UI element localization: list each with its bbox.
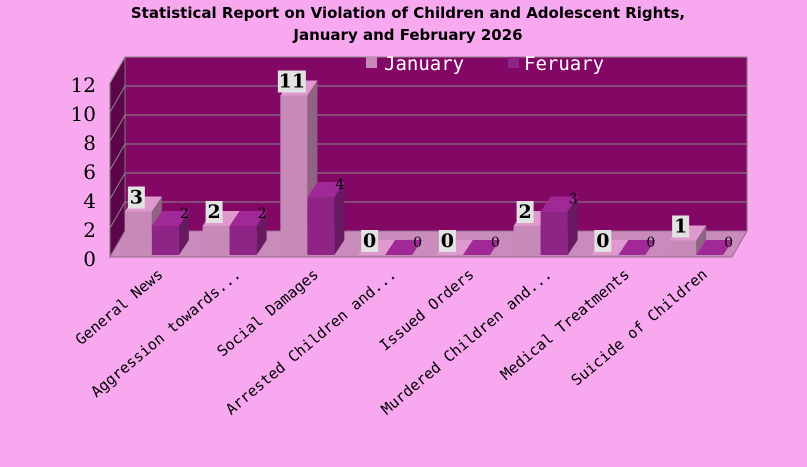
data-label: 0	[596, 230, 609, 252]
data-label: 2	[208, 201, 221, 223]
data-label: 1	[674, 216, 687, 238]
data-label: 0	[724, 235, 733, 251]
chart-title-line-1: Statistical Report on Violation of Child…	[131, 4, 685, 22]
data-label: 4	[335, 177, 344, 193]
bar-front	[280, 95, 308, 255]
legend-swatch	[366, 57, 377, 68]
plot-area	[109, 55, 748, 259]
bar	[618, 240, 656, 255]
y-tick-label: 2	[83, 218, 96, 242]
bar-front	[202, 226, 230, 255]
bar	[462, 240, 500, 255]
bar-side	[696, 225, 707, 255]
data-label-box	[205, 201, 223, 223]
category-label: Aggression towards...	[87, 265, 244, 401]
legend-label: Feruary	[524, 53, 604, 75]
bar-top	[540, 196, 578, 212]
bar-front	[540, 211, 568, 255]
bar-front	[229, 226, 257, 255]
data-label: 2	[180, 206, 189, 222]
bar	[385, 240, 423, 255]
bar-side	[334, 182, 345, 255]
gridline	[109, 172, 747, 200]
gridline	[109, 85, 747, 113]
data-label: 0	[413, 235, 422, 251]
data-label: 0	[441, 230, 454, 252]
chart-title-line-2: January and February 2026	[292, 26, 522, 44]
data-label: 3	[130, 187, 143, 209]
legend-label: January	[384, 53, 464, 75]
data-label-box	[516, 201, 534, 223]
legend: January Feruary	[366, 53, 604, 75]
bar	[540, 196, 578, 255]
data-label: 2	[258, 206, 267, 222]
gridline	[109, 201, 747, 229]
y-tick-label: 8	[83, 131, 96, 155]
data-label: 11	[279, 71, 305, 93]
bar-top	[151, 211, 189, 226]
data-label-box	[594, 230, 612, 252]
bar-side	[256, 211, 267, 255]
category-label: Suicide of Children	[568, 265, 711, 389]
bar-top	[229, 211, 267, 226]
gridline	[109, 143, 747, 171]
bar	[307, 182, 345, 255]
data-label-box	[277, 70, 306, 93]
data-label-box	[127, 186, 145, 209]
bar	[229, 211, 267, 255]
y-tick-label: 12	[71, 73, 96, 97]
gridline	[109, 114, 747, 142]
y-tick-label: 0	[83, 247, 96, 271]
bar-top	[307, 182, 345, 197]
bar-side	[178, 211, 189, 255]
data-label-box	[672, 215, 690, 238]
legend-swatch	[508, 57, 519, 68]
bar-side	[567, 196, 578, 255]
bar-front	[513, 226, 541, 255]
bar-front	[669, 240, 697, 255]
y-tick-label: 6	[83, 160, 96, 184]
bar-top	[696, 240, 734, 255]
data-label: 0	[363, 230, 376, 252]
data-label-box	[438, 230, 456, 252]
y-tick-label: 10	[71, 102, 96, 126]
y-tick-label: 4	[83, 189, 96, 213]
bar	[696, 240, 734, 255]
bar-top	[385, 240, 423, 255]
y-axis: 0 2 4 6 8 10 12	[71, 73, 96, 271]
data-label-box	[361, 230, 379, 252]
bar-front	[151, 226, 179, 255]
plot-floor	[109, 230, 748, 258]
bar-top	[462, 240, 500, 255]
data-label: 2	[519, 201, 532, 223]
gridline	[109, 56, 747, 84]
category-label: Medical Treatments	[497, 265, 633, 383]
bar-front	[124, 211, 152, 255]
bar-top	[618, 240, 656, 255]
bar-front	[307, 197, 335, 255]
data-label: 0	[646, 235, 655, 251]
bars: 3 2 2 2 11 4 0 0 0 0 2 3 0 0 1 0	[124, 70, 734, 255]
data-label: 3	[569, 192, 578, 208]
bar	[151, 211, 189, 255]
data-label: 0	[491, 235, 500, 251]
